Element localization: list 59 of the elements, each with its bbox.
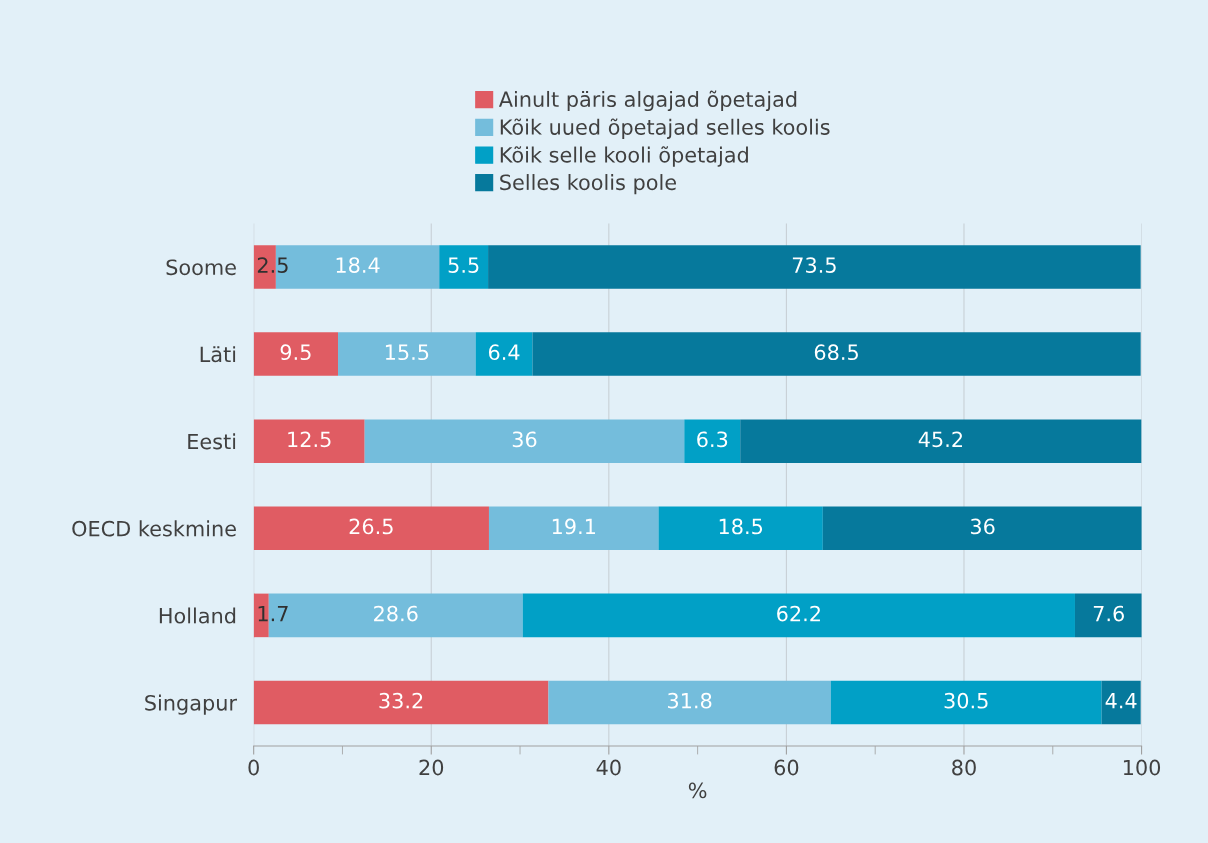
data-label: 6.3 bbox=[697, 431, 728, 448]
legend-label: Ainult päris algajad õpetajad bbox=[498, 90, 797, 112]
legend-label: Kõik uued õpetajad selles koolis bbox=[500, 118, 830, 139]
bar bbox=[740, 419, 1142, 463]
x-tick-label: 20 bbox=[419, 759, 444, 776]
bar bbox=[439, 245, 489, 289]
data-label: 9.5 bbox=[280, 344, 311, 361]
y-tick-label: Singapur bbox=[145, 694, 238, 715]
bar bbox=[475, 332, 533, 376]
y-tick-label: Soome bbox=[166, 259, 236, 276]
data-label: 33.2 bbox=[379, 692, 423, 709]
bar bbox=[830, 680, 1102, 725]
y-tick-label: Holland bbox=[159, 607, 236, 624]
data-label: 68.5 bbox=[814, 344, 858, 361]
x-axis-title: % bbox=[688, 782, 707, 799]
bar bbox=[364, 419, 685, 463]
legend-label: Kõik selle kooli õpetajad bbox=[500, 146, 748, 167]
bar bbox=[684, 419, 741, 463]
y-tick-label: Eesti bbox=[188, 433, 236, 450]
data-label: 73.5 bbox=[792, 257, 836, 273]
data-label: 26.5 bbox=[349, 518, 393, 535]
bar bbox=[548, 680, 831, 725]
data-label: 28.6 bbox=[374, 605, 418, 622]
x-tick-label: 0 bbox=[248, 759, 259, 776]
bar bbox=[1101, 680, 1141, 725]
x-tick-label: 100 bbox=[1123, 759, 1161, 776]
bar bbox=[522, 593, 1075, 638]
x-tick-label: 60 bbox=[774, 759, 799, 776]
bar bbox=[253, 332, 339, 376]
bar bbox=[253, 419, 365, 463]
data-label: 36 bbox=[970, 518, 995, 535]
data-label: 12.5 bbox=[288, 431, 331, 448]
bar bbox=[253, 506, 489, 551]
x-tick-label: 40 bbox=[596, 759, 621, 776]
bar bbox=[822, 506, 1142, 551]
data-label: 36 bbox=[512, 431, 537, 448]
bar bbox=[1074, 593, 1142, 638]
bar bbox=[658, 506, 823, 551]
legend-label: Selles koolis pole bbox=[500, 174, 677, 195]
data-label: 7.6 bbox=[1093, 605, 1124, 622]
data-label: 45.2 bbox=[918, 431, 963, 448]
bar bbox=[488, 506, 659, 551]
bar bbox=[532, 332, 1141, 376]
data-label: 31.8 bbox=[668, 692, 712, 709]
bar bbox=[488, 245, 1141, 289]
data-label: 4.4 bbox=[1105, 693, 1137, 709]
data-label: 18.5 bbox=[719, 518, 763, 535]
data-label: 15.5 bbox=[385, 344, 429, 361]
data-label: 30.5 bbox=[944, 692, 988, 709]
data-label: 6.4 bbox=[488, 344, 520, 361]
data-label: 19.1 bbox=[552, 518, 596, 535]
data-label: 62.2 bbox=[777, 605, 820, 622]
bar bbox=[253, 680, 549, 725]
data-label: 18.4 bbox=[336, 257, 380, 273]
x-tick-label: 80 bbox=[952, 759, 976, 776]
bar bbox=[338, 332, 476, 376]
y-tick-label: OECD keskmine bbox=[72, 520, 236, 537]
data-label: 5.5 bbox=[448, 257, 479, 273]
y-tick-label: Läti bbox=[200, 346, 236, 363]
